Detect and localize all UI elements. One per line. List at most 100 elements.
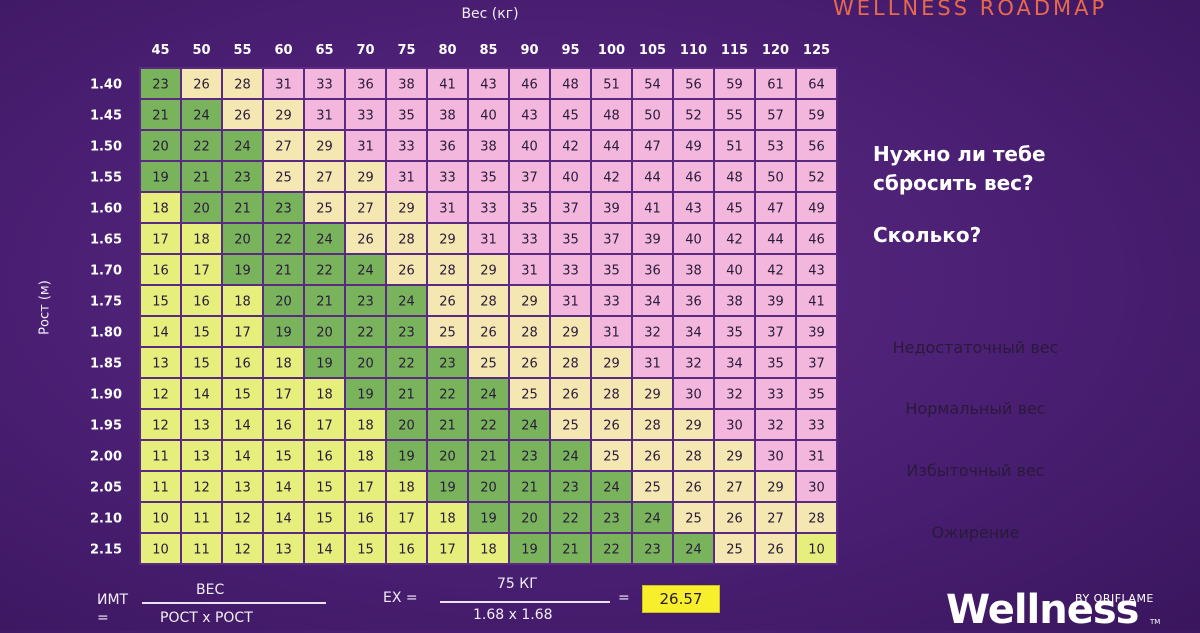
bmi-cell [631, 98, 674, 131]
bmi-cell [549, 98, 592, 131]
bmi-cell-value: 22 [398, 357, 415, 372]
bmi-cell [590, 191, 633, 224]
bmi-cell [139, 253, 182, 286]
weight-label: 105 [639, 43, 666, 58]
bmi-cell [795, 501, 838, 534]
bmi-cell-value: 31 [521, 264, 538, 279]
bmi-cell [180, 98, 223, 131]
bmi-cell-value: 35 [808, 388, 825, 403]
bmi-cell-value: 42 [562, 140, 579, 155]
bmi-cell [549, 129, 592, 162]
bmi-cell-value: 51 [726, 140, 743, 155]
bmi-cell-value: 17 [398, 512, 415, 527]
bmi-cell [590, 377, 633, 410]
bmi-cell [467, 346, 510, 379]
weight-label: 85 [479, 43, 497, 58]
bmi-cell [508, 470, 551, 503]
bmi-cell-value: 22 [193, 140, 210, 155]
bmi-cell [303, 160, 346, 193]
example-fraction-line [440, 601, 610, 603]
bmi-cell-value: 23 [603, 512, 620, 527]
bmi-cell-value: 20 [398, 419, 415, 434]
bmi-cell [180, 470, 223, 503]
bmi-cell-value: 31 [357, 140, 374, 155]
bmi-cell-value: 26 [439, 295, 456, 310]
bmi-cell-value: 24 [603, 481, 620, 496]
bmi-cell-value: 48 [562, 78, 579, 93]
bmi-cell [385, 470, 428, 503]
bmi-cell-value: 29 [726, 450, 743, 465]
bmi-cell [549, 501, 592, 534]
bmi-cell-value: 13 [152, 357, 169, 372]
bmi-cell [631, 470, 674, 503]
bmi-cell-value: 42 [767, 264, 784, 279]
bmi-cell [262, 129, 305, 162]
bmi-cell-value: 22 [480, 419, 497, 434]
bmi-cell-value: 35 [726, 326, 743, 341]
bmi-cell-value: 13 [275, 543, 292, 558]
bmi-cell-value: 14 [234, 450, 251, 465]
bmi-cell-value: 24 [234, 140, 251, 155]
bmi-cell-value: 11 [193, 543, 210, 558]
bmi-cell-value: 31 [275, 78, 292, 93]
bmi-cell [754, 67, 797, 100]
legend-obesity-label: Ожирение [931, 523, 1020, 542]
bmi-cell-value: 20 [234, 233, 251, 248]
height-label: 1.85 [90, 357, 122, 372]
question-text: Нужно ли тебе сбросить вес? [873, 140, 1173, 198]
bmi-cell-value: 14 [275, 512, 292, 527]
bmi-cell-value: 34 [644, 295, 661, 310]
bmi-cell-value: 17 [275, 388, 292, 403]
weight-label: 60 [274, 43, 292, 58]
bmi-cell-value: 31 [644, 357, 661, 372]
bmi-cell [139, 470, 182, 503]
bmi-cell-value: 54 [644, 78, 661, 93]
bmi-cell-value: 26 [603, 419, 620, 434]
bmi-cell-value: 25 [439, 326, 456, 341]
bmi-cell [344, 439, 387, 472]
bmi-cell [672, 346, 715, 379]
bmi-cell-value: 18 [152, 202, 169, 217]
bmi-cell [508, 129, 551, 162]
bmi-cell-value: 33 [316, 78, 333, 93]
bmi-cell-value: 50 [767, 171, 784, 186]
bmi-cell-value: 20 [275, 295, 292, 310]
bmi-cell [344, 67, 387, 100]
question-line-2: сбросить вес? [873, 171, 1034, 195]
bmi-cell-value: 24 [398, 295, 415, 310]
bmi-cell [221, 377, 264, 410]
bmi-cell-value: 36 [439, 140, 456, 155]
bmi-cell [221, 346, 264, 379]
bmi-cell-value: 48 [726, 171, 743, 186]
bmi-cell-value: 44 [603, 140, 620, 155]
bmi-cell [262, 222, 305, 255]
bmi-cell [426, 346, 469, 379]
question-how-much: Сколько? [873, 223, 982, 247]
bmi-cell [303, 191, 346, 224]
bmi-cell [549, 346, 592, 379]
bmi-cell [713, 501, 756, 534]
bmi-cell-value: 13 [234, 481, 251, 496]
bmi-cell [262, 191, 305, 224]
bmi-cell-value: 30 [726, 419, 743, 434]
bmi-cell [590, 532, 633, 565]
bmi-cell-value: 18 [357, 419, 374, 434]
bmi-cell-value: 27 [357, 202, 374, 217]
bmi-cell [631, 346, 674, 379]
bmi-cell-value: 26 [767, 543, 784, 558]
bmi-cell [180, 346, 223, 379]
bmi-cell [508, 408, 551, 441]
bmi-cell [385, 408, 428, 441]
bmi-cell [672, 160, 715, 193]
bmi-cell-value: 33 [521, 233, 538, 248]
bmi-cell [344, 501, 387, 534]
bmi-cell-value: 41 [439, 78, 456, 93]
bmi-cell-value: 24 [644, 512, 661, 527]
bmi-cell [795, 315, 838, 348]
bmi-cell [713, 98, 756, 131]
bmi-cell [139, 98, 182, 131]
bmi-cell-value: 17 [439, 543, 456, 558]
bmi-cell-value: 21 [316, 295, 333, 310]
bmi-cell-value: 16 [357, 512, 374, 527]
bmi-cell-value: 16 [398, 543, 415, 558]
